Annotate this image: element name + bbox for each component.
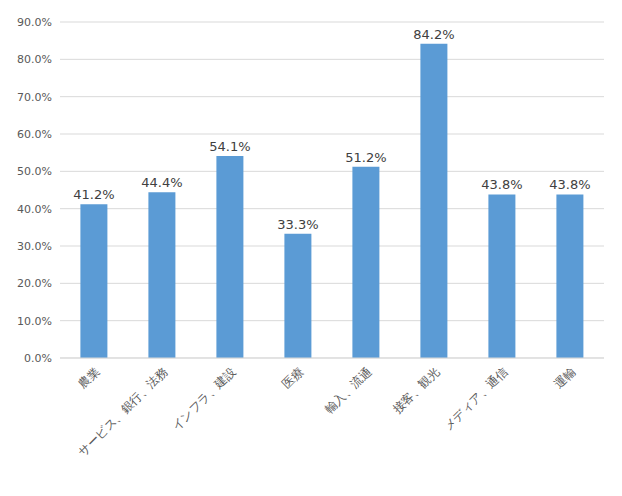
svg-text:輸入、流通: 輸入、流通 — [322, 364, 374, 416]
svg-text:20.0%: 20.0% — [17, 277, 52, 290]
svg-text:メディア、通信: メディア、通信 — [441, 364, 510, 433]
svg-text:90.0%: 90.0% — [17, 16, 52, 29]
svg-text:接客、観光: 接客、観光 — [390, 364, 442, 416]
svg-text:80.0%: 80.0% — [17, 53, 52, 66]
svg-text:40.0%: 40.0% — [17, 203, 52, 216]
svg-text:70.0%: 70.0% — [17, 91, 52, 104]
svg-text:運輸: 運輸 — [551, 364, 578, 391]
svg-text:33.3%: 33.3% — [277, 217, 318, 232]
svg-text:サービス、銀行、法務: サービス、銀行、法務 — [75, 364, 170, 459]
svg-text:0.0%: 0.0% — [24, 352, 52, 365]
svg-text:50.0%: 50.0% — [17, 165, 52, 178]
svg-text:インフラ、建設: インフラ、建設 — [169, 364, 238, 433]
svg-text:43.8%: 43.8% — [481, 177, 522, 192]
svg-text:医療: 医療 — [279, 364, 306, 391]
svg-text:84.2%: 84.2% — [413, 27, 454, 42]
svg-text:41.2%: 41.2% — [73, 187, 114, 202]
svg-text:54.1%: 54.1% — [209, 139, 250, 154]
svg-text:43.8%: 43.8% — [549, 177, 590, 192]
svg-text:51.2%: 51.2% — [345, 150, 386, 165]
svg-text:30.0%: 30.0% — [17, 240, 52, 253]
svg-text:60.0%: 60.0% — [17, 128, 52, 141]
svg-text:農業: 農業 — [75, 364, 102, 391]
svg-text:44.4%: 44.4% — [141, 175, 182, 190]
svg-text:10.0%: 10.0% — [17, 315, 52, 328]
